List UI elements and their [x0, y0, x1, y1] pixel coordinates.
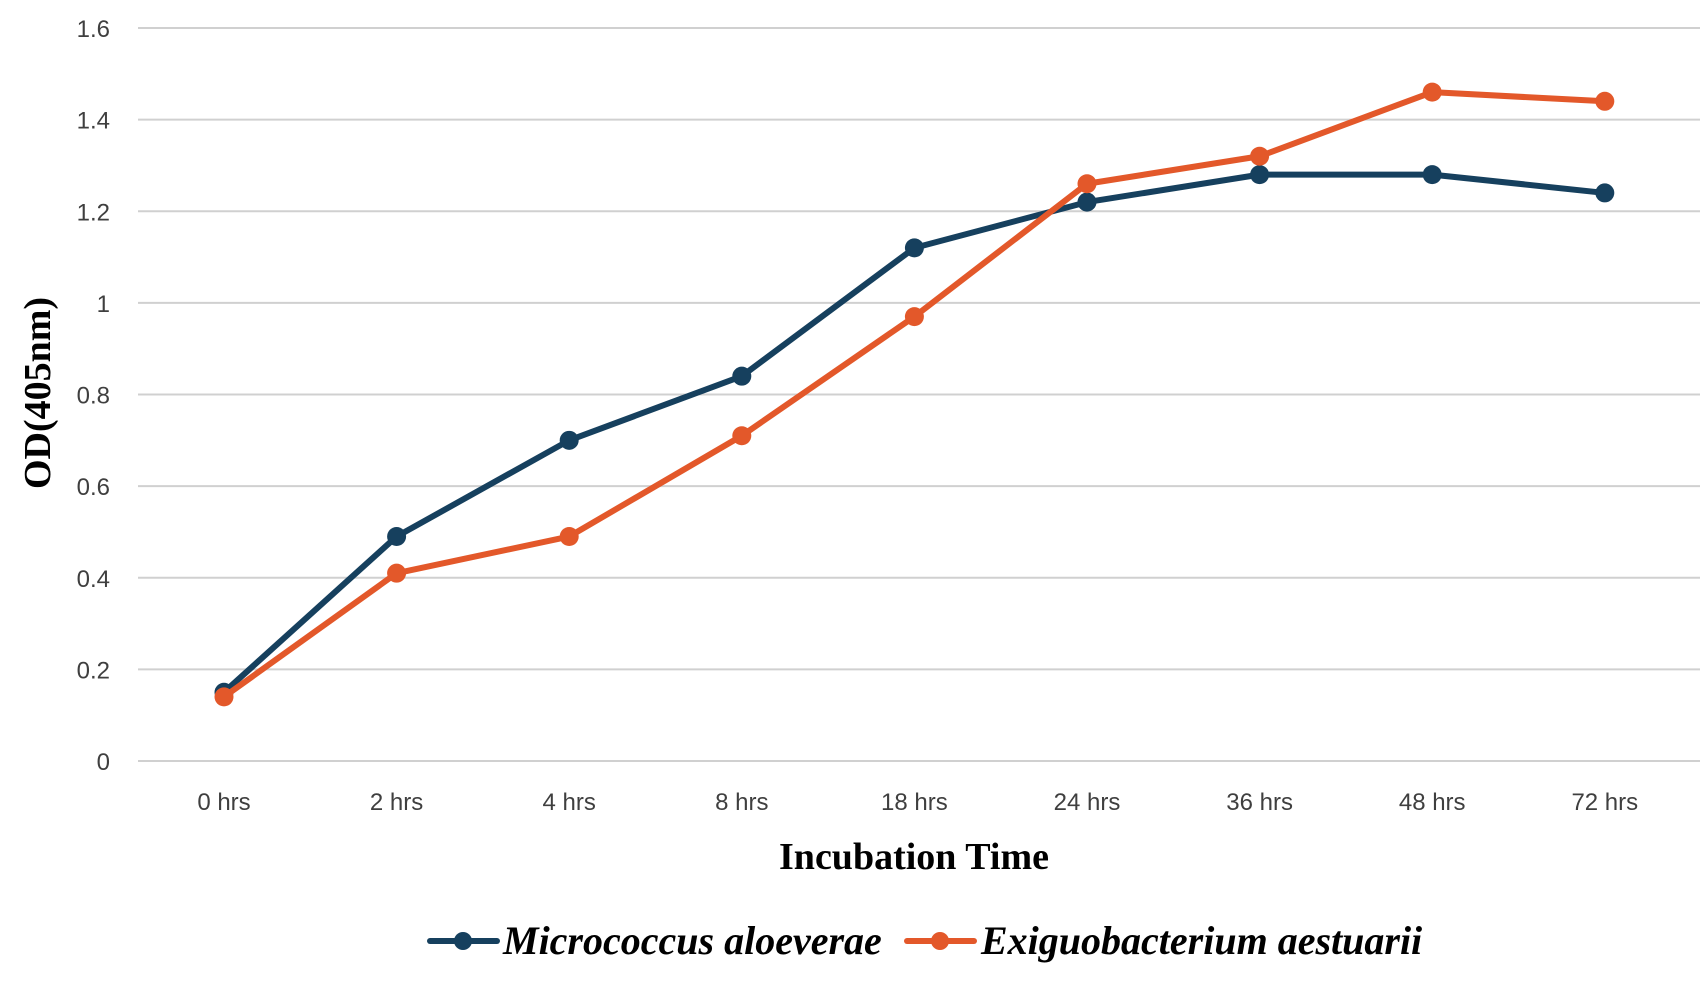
- data-point[interactable]: [732, 426, 752, 446]
- x-tick-label: 48 hrs: [1399, 789, 1466, 816]
- data-point[interactable]: [559, 527, 579, 547]
- data-point[interactable]: [732, 366, 752, 386]
- y-tick-label: 0: [97, 749, 110, 776]
- data-point[interactable]: [1077, 192, 1097, 212]
- legend-label-micrococcus: Micrococcus aloeverae: [502, 918, 882, 963]
- y-axis-ticks: 0 0.2 0.4 0.6 0.8 1 1.2 1.4 1.6: [77, 16, 110, 776]
- y-tick-label: 1.4: [77, 108, 110, 135]
- legend-item-micrococcus[interactable]: Micrococcus aloeverae: [427, 918, 882, 963]
- y-tick-label: 0.4: [77, 566, 110, 593]
- data-point[interactable]: [1422, 82, 1442, 102]
- gridlines: [138, 27, 1700, 762]
- x-tick-label: 2 hrs: [370, 789, 423, 816]
- data-point[interactable]: [1250, 146, 1270, 166]
- data-point[interactable]: [1422, 165, 1442, 185]
- x-tick-label: 18 hrs: [881, 789, 948, 816]
- legend-marker-micrococcus: [454, 932, 472, 950]
- y-tick-label: 0.8: [77, 383, 110, 410]
- y-tick-label: 1.6: [77, 16, 110, 43]
- x-axis-ticks: 0 hrs 2 hrs 4 hrs 8 hrs 18 hrs 24 hrs 36 hrs 48…: [197, 789, 1638, 816]
- legend: Micrococcus aloeverae Exiguobacterium ae…: [427, 918, 1422, 963]
- legend-label-exiguobacterium: Exiguobacterium aestuarii: [980, 918, 1422, 963]
- data-point[interactable]: [1077, 174, 1097, 194]
- y-tick-label: 0.2: [77, 657, 110, 684]
- data-point[interactable]: [904, 238, 924, 258]
- data-point[interactable]: [1250, 165, 1270, 185]
- x-tick-label: 24 hrs: [1054, 789, 1121, 816]
- data-point[interactable]: [1595, 91, 1615, 111]
- series-lines: [214, 82, 1615, 707]
- y-tick-label: 0.6: [77, 474, 110, 501]
- data-point[interactable]: [387, 527, 407, 547]
- y-tick-label: 1.2: [77, 199, 110, 226]
- legend-item-exiguobacterium[interactable]: Exiguobacterium aestuarii: [904, 918, 1422, 963]
- legend-marker-exiguobacterium: [931, 932, 949, 950]
- data-point[interactable]: [904, 307, 924, 327]
- data-point[interactable]: [214, 687, 234, 707]
- x-tick-label: 72 hrs: [1571, 789, 1638, 816]
- x-tick-label: 8 hrs: [715, 789, 768, 816]
- x-axis-title: Incubation Time: [779, 836, 1049, 878]
- x-tick-label: 36 hrs: [1226, 789, 1293, 816]
- y-axis-title: OD(405nm): [17, 297, 59, 489]
- data-point[interactable]: [387, 563, 407, 583]
- x-tick-label: 0 hrs: [197, 789, 250, 816]
- x-tick-label: 4 hrs: [543, 789, 596, 816]
- data-point[interactable]: [1595, 183, 1615, 203]
- data-point[interactable]: [559, 430, 579, 450]
- y-tick-label: 1: [97, 291, 110, 318]
- series-0: [214, 165, 1615, 702]
- series-1: [214, 82, 1615, 707]
